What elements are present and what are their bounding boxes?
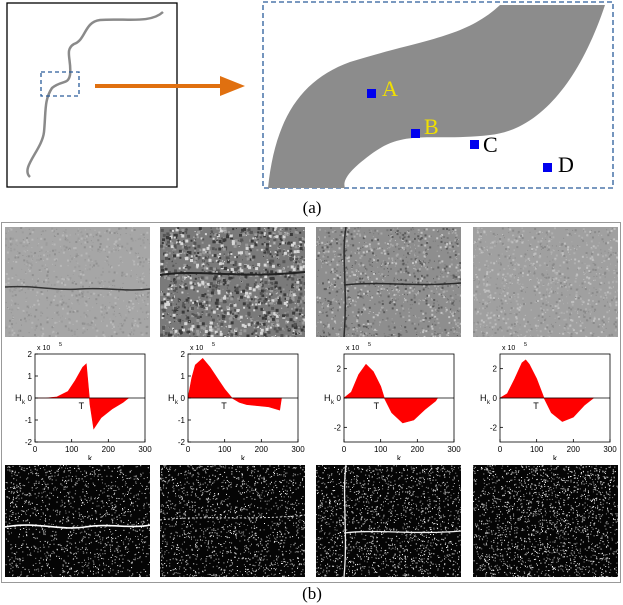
x-axis-label: k (241, 454, 246, 460)
x-tick-label: 100 (218, 445, 232, 454)
y-tick-label: 2 (493, 365, 498, 374)
y-tick-label: 0 (181, 394, 186, 403)
exponent-power: 5 (59, 342, 62, 348)
crack-region (268, 5, 605, 188)
x-tick-label: 200 (102, 445, 116, 454)
exponent-power: 5 (524, 342, 527, 348)
panel-b-frame (1, 222, 621, 583)
caption-a: (a) (302, 198, 322, 217)
y-axis-label-sub: k (22, 400, 26, 406)
x-tick-label: 100 (374, 445, 388, 454)
zoom-arrow-head (220, 76, 245, 96)
exponent-label: x 10 (502, 345, 515, 352)
x-tick-label: 100 (530, 445, 544, 454)
pavement-image-4 (473, 227, 618, 337)
point-b-marker (411, 129, 420, 138)
x-tick-label: 300 (291, 445, 305, 454)
exponent-label: x 10 (190, 345, 203, 352)
y-tick-label: -2 (25, 438, 33, 447)
y-axis-label: H (168, 393, 175, 403)
point-d-marker (543, 163, 552, 172)
pavement-image-1 (5, 227, 150, 337)
y-axis-label: H (480, 393, 487, 403)
y-tick-label: 1 (28, 372, 33, 381)
threshold-label: T (533, 401, 539, 411)
y-tick-label: 0 (28, 394, 33, 403)
x-axis-label: k (88, 454, 93, 460)
y-tick-label: -1 (25, 416, 33, 425)
exponent-label: x 10 (346, 345, 359, 352)
binary-image-3 (316, 465, 461, 577)
point-d-label: D (558, 152, 574, 177)
y-axis-label: H (15, 393, 22, 403)
x-tick-label: 200 (411, 445, 425, 454)
zoom-region-box (40, 71, 80, 97)
y-axis-label: H (324, 393, 331, 403)
binary-image-1 (5, 465, 150, 577)
y-tick-label: 2 (337, 365, 342, 374)
threshold-label: T (221, 401, 227, 411)
histogram-area (343, 363, 439, 424)
x-tick-label: 300 (603, 445, 617, 454)
x-tick-label: 200 (567, 445, 581, 454)
threshold-label: T (374, 401, 380, 411)
y-tick-label: -2 (178, 438, 186, 447)
point-c-marker (470, 140, 479, 149)
x-tick-label: 300 (138, 445, 152, 454)
y-tick-label: 0 (337, 394, 342, 403)
x-tick-label: 0 (342, 445, 347, 454)
y-tick-label: 2 (181, 350, 186, 359)
point-a-label: A (382, 76, 398, 101)
x-axis-label: k (397, 454, 402, 460)
x-axis-label: k (553, 454, 558, 460)
y-tick-label: 2 (28, 350, 33, 359)
threshold-label: T (79, 401, 85, 411)
exponent-power: 5 (212, 342, 215, 348)
histogram-area (187, 357, 282, 411)
x-tick-label: 300 (447, 445, 461, 454)
panel-a: A B C D (6, 1, 614, 189)
y-axis-label-sub: k (487, 400, 491, 406)
x-tick-label: 0 (498, 445, 503, 454)
overview-box (6, 2, 178, 188)
x-tick-label: 0 (186, 445, 191, 454)
point-b-label: B (424, 114, 439, 139)
crack-curve (26, 11, 164, 178)
x-tick-label: 0 (33, 445, 38, 454)
y-tick-label: -1 (178, 416, 186, 425)
y-axis-label-sub: k (175, 400, 179, 406)
histogram-area (498, 359, 595, 422)
x-tick-label: 200 (255, 445, 269, 454)
point-a-marker (367, 89, 376, 98)
exponent-power: 5 (368, 342, 371, 348)
binary-image-2 (160, 465, 305, 577)
histogram-area (35, 363, 130, 430)
caption-b: (b) (302, 584, 322, 603)
y-axis-label-sub: k (331, 400, 335, 406)
y-tick-label: 0 (493, 394, 498, 403)
x-tick-label: 100 (65, 445, 79, 454)
exponent-label: x 10 (37, 345, 50, 352)
binary-image-4 (473, 465, 618, 577)
pavement-image-3 (316, 227, 461, 337)
zoomed-region-box (262, 1, 614, 189)
point-c-label: C (483, 132, 498, 157)
y-tick-label: 1 (181, 372, 186, 381)
pavement-image-2 (160, 227, 305, 337)
y-tick-label: -2 (334, 423, 342, 432)
y-tick-label: -2 (490, 423, 498, 432)
